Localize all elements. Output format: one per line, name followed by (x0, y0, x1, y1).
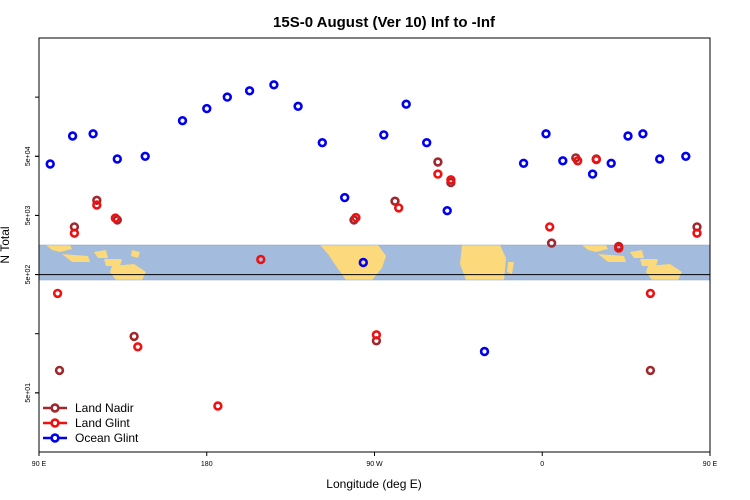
legend-marker-1 (50, 418, 60, 428)
legend-marker-2 (50, 433, 60, 443)
point-1-10 (433, 169, 443, 179)
point-0-7 (390, 196, 400, 206)
point-2-10 (293, 101, 303, 112)
point-1-15 (613, 243, 624, 253)
point-2-25 (638, 129, 648, 139)
point-2-14 (379, 130, 389, 140)
x-tick-label-2: 90 W (366, 461, 383, 468)
point-0-10 (546, 238, 557, 248)
legend-label-2: Ocean Glint (75, 431, 139, 445)
x-tick-label-4: 90 E (703, 461, 718, 468)
y-tick-label-0: 5e+01 (25, 383, 32, 403)
point-0-0 (54, 365, 65, 376)
series-land-glint (52, 154, 702, 411)
point-1-13 (572, 156, 583, 166)
point-1-9 (394, 203, 404, 213)
point-2-20 (541, 129, 551, 139)
series-layer (45, 80, 702, 411)
point-1-8 (351, 212, 361, 223)
point-1-5 (213, 401, 223, 411)
point-1-11 (446, 175, 456, 185)
point-2-9 (269, 80, 279, 90)
y-axis: 5e+01 5e+02 5e+03 5e+04 (25, 96, 39, 403)
point-1-0 (52, 288, 63, 299)
point-0-2 (92, 195, 102, 206)
point-2-8 (244, 86, 255, 96)
point-2-19 (518, 158, 529, 169)
point-2-11 (317, 138, 327, 148)
point-0-8 (433, 157, 443, 167)
x-tick-label-3: 0 (540, 461, 544, 468)
x-tick-label-1: 180 (201, 461, 213, 468)
point-2-3 (112, 154, 123, 164)
legend-label-0: Land Nadir (75, 401, 134, 415)
point-1-7 (371, 330, 382, 340)
point-2-26 (654, 154, 665, 164)
y-tick-label-3: 5e+04 (25, 146, 32, 166)
legend-marker-0 (50, 403, 60, 413)
x-tick-label-0: 90 E (32, 461, 47, 468)
point-2-4 (140, 151, 150, 162)
chart-title: 15S-0 August (Ver 10) Inf to -Inf (273, 14, 496, 31)
point-2-0 (45, 159, 55, 169)
point-1-3 (110, 213, 121, 223)
point-2-12 (340, 192, 350, 203)
y-tick-label-2: 5e+03 (25, 205, 32, 225)
point-2-15 (401, 99, 411, 109)
y-tick-label-1: 5e+02 (25, 265, 32, 285)
point-2-7 (222, 92, 233, 102)
point-1-4 (133, 342, 143, 352)
x-axis-label: Longitude (deg E) (326, 477, 421, 491)
point-2-22 (587, 169, 598, 179)
point-2-27 (681, 151, 691, 162)
point-2-18 (479, 346, 490, 357)
point-2-16 (422, 138, 432, 148)
map-land (46, 245, 682, 280)
point-1-1 (69, 228, 80, 238)
point-2-21 (558, 156, 568, 166)
point-1-2 (92, 200, 102, 210)
point-2-17 (442, 206, 452, 216)
point-2-24 (623, 131, 633, 141)
point-0-14 (645, 365, 656, 376)
point-1-17 (692, 228, 702, 238)
y-axis-label: N Total (0, 226, 12, 263)
point-1-14 (591, 154, 601, 165)
point-2-13 (358, 257, 368, 268)
series-ocean-glint (45, 80, 691, 357)
point-2-1 (67, 131, 78, 141)
point-2-23 (606, 158, 616, 169)
point-1-16 (645, 288, 656, 299)
point-2-2 (88, 129, 98, 139)
point-2-5 (177, 115, 188, 126)
point-1-6 (256, 254, 266, 265)
x-axis: 90 E 180 90 W 0 90 E (32, 452, 718, 468)
point-0-4 (129, 331, 139, 342)
point-2-6 (202, 103, 212, 114)
point-1-12 (544, 222, 555, 232)
legend-label-1: Land Glint (75, 416, 130, 430)
